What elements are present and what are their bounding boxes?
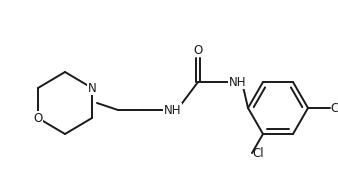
- Text: Cl: Cl: [252, 146, 264, 160]
- Text: O: O: [33, 112, 43, 125]
- Text: Cl: Cl: [330, 101, 338, 115]
- Text: N: N: [88, 81, 96, 94]
- Text: O: O: [193, 44, 202, 57]
- Text: NH: NH: [229, 75, 246, 88]
- Text: NH: NH: [164, 104, 182, 116]
